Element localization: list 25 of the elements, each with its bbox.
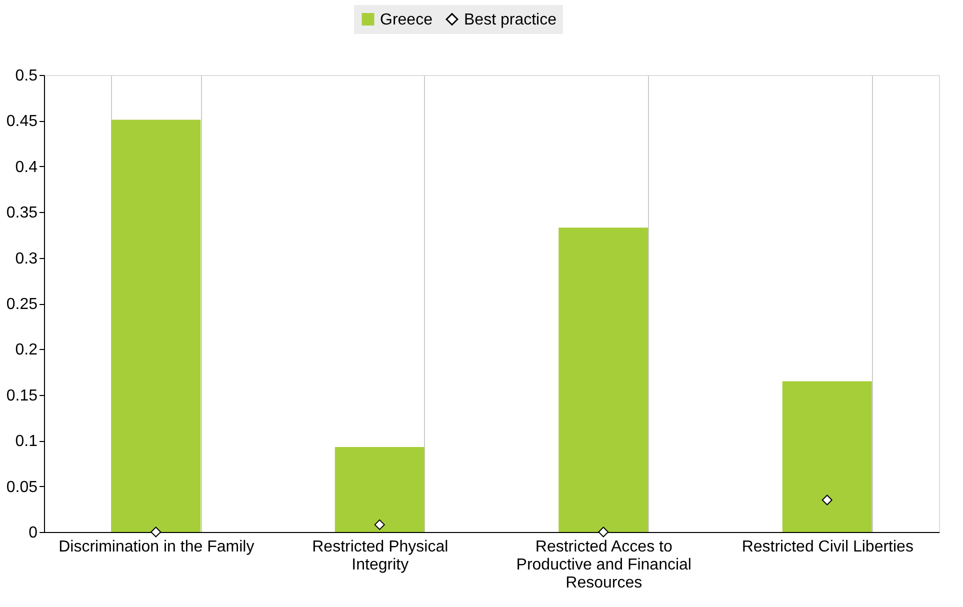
- y-tick-label: 0.45: [6, 113, 38, 130]
- y-tick-label: 0: [28, 524, 38, 542]
- point: [150, 526, 162, 538]
- y-tick-label: 0.1: [15, 433, 38, 450]
- x-tick-label: Restricted Physical Integrity: [312, 538, 448, 574]
- bar: [334, 447, 424, 532]
- legend-label: Greece: [380, 11, 433, 28]
- point: [374, 519, 385, 530]
- y-tick-label: 0.15: [6, 387, 38, 404]
- legend-label: Best practice: [464, 11, 557, 28]
- y-tick-label: 0.2: [15, 342, 38, 359]
- bar: [558, 228, 648, 532]
- y-tick-label: 0.4: [15, 158, 38, 176]
- point: [598, 526, 609, 538]
- bar: [782, 381, 872, 532]
- y-tick-label: 0.25: [6, 296, 38, 313]
- y-tick-label: 0.05: [6, 478, 38, 496]
- x-tick-label: Restricted Acces to Productive and Financial Resources: [516, 538, 692, 592]
- point: [822, 494, 832, 506]
- y-tick-label: 0.3: [15, 250, 38, 268]
- y-tick-label: 0.35: [6, 204, 38, 222]
- bar: [111, 120, 201, 532]
- x-tick-label: Restricted Civil Liberties: [742, 538, 914, 556]
- y-tick-label: 0.5: [15, 68, 38, 84]
- x-tick-label: Discrimination in the Family: [58, 538, 254, 556]
